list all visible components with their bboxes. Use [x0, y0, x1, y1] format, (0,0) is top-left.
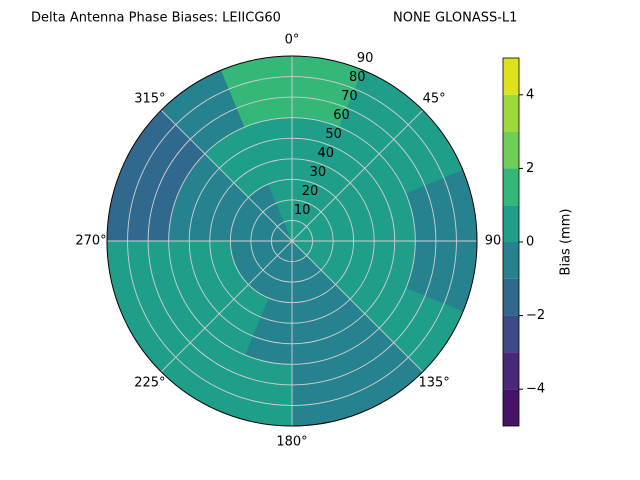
- theta-tick-label: 90: [485, 234, 502, 249]
- colorbar-band: [503, 315, 519, 353]
- chart-title: Delta Antenna Phase Biases: LEIICG60: [31, 11, 281, 26]
- r-tick-label: 70: [341, 89, 358, 104]
- r-tick-label: 30: [310, 165, 327, 180]
- theta-tick-label: 315°: [134, 91, 165, 106]
- theta-tick-label: 270°: [75, 234, 106, 249]
- colorbar-band: [503, 389, 519, 426]
- colorbar-tick-label: 0: [526, 235, 534, 250]
- colorbar-tick-label: 4: [526, 87, 534, 102]
- colorbar-label: Bias (mm): [559, 209, 574, 276]
- r-tick-label: 90: [357, 51, 374, 66]
- r-tick-label: 10: [294, 203, 311, 218]
- r-tick-label: 80: [349, 70, 366, 85]
- theta-tick-label: 45°: [423, 91, 446, 106]
- r-tick-label: 50: [325, 127, 342, 142]
- r-tick-label: 60: [333, 108, 350, 123]
- colorbar-band: [503, 94, 519, 132]
- colorbar-tick-label: −2: [526, 308, 545, 323]
- grid-spoke: [291, 240, 424, 373]
- r-tick-label: 20: [302, 184, 319, 199]
- theta-tick-label: 225°: [134, 376, 165, 391]
- colorbar-band: [503, 278, 519, 316]
- chart-subtitle: NONE GLONASS-L1: [393, 11, 517, 26]
- grid-spoke: [160, 109, 293, 242]
- grid-spoke: [291, 109, 424, 242]
- colorbar-band: [503, 242, 519, 279]
- theta-tick-label: 0°: [285, 33, 300, 48]
- colorbar-band: [503, 131, 519, 169]
- colorbar-band: [503, 352, 519, 390]
- polar-frame: [106, 55, 478, 427]
- colorbar-band: [503, 205, 519, 242]
- colorbar-tick-label: −4: [526, 382, 545, 397]
- grid-spoke: [160, 240, 293, 373]
- r-tick-label: 40: [317, 146, 334, 161]
- colorbar-band: [503, 58, 519, 95]
- colorbar-tick-label: 2: [526, 161, 534, 176]
- theta-tick-label: 180°: [276, 435, 307, 450]
- colorbar-band: [503, 168, 519, 206]
- theta-tick-label: 135°: [418, 376, 449, 391]
